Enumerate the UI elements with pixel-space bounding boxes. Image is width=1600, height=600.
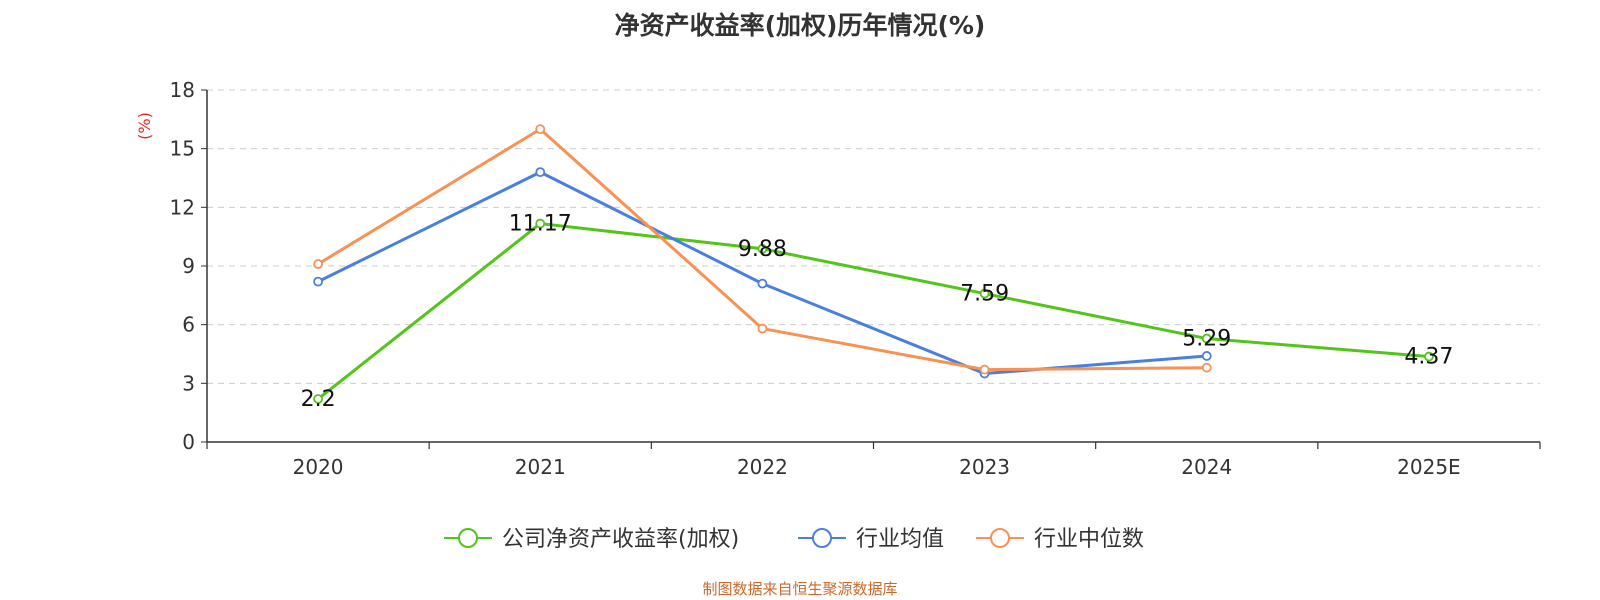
y-tick-label: 15 bbox=[170, 137, 195, 161]
y-tick-label: 12 bbox=[170, 195, 195, 219]
series-lines bbox=[313, 124, 1434, 404]
x-tick-label: 2022 bbox=[737, 455, 788, 479]
data-point bbox=[313, 276, 323, 287]
legend: 公司净资产收益率(加权) 行业均值 行业中位数 bbox=[444, 527, 1144, 552]
gridlines bbox=[207, 89, 1540, 384]
data-point bbox=[757, 243, 768, 254]
data-point bbox=[1424, 351, 1434, 362]
data-point bbox=[757, 323, 768, 334]
data-point bbox=[313, 394, 323, 404]
legend-label: 行业均值 bbox=[856, 527, 944, 552]
data-label: 4.37 bbox=[1404, 345, 1453, 370]
axes: 0 3 6 9 12 15 18 2020 2021 2022 2023 2024 2025E (%) bbox=[135, 78, 1541, 479]
x-tick-label: 2025E bbox=[1397, 455, 1461, 479]
data-point bbox=[1201, 333, 1212, 344]
legend-swatch-marker bbox=[812, 528, 832, 548]
x-tick-label: 2023 bbox=[959, 455, 1010, 479]
data-label: 7.59 bbox=[960, 282, 1009, 307]
chart-title: 净资产收益率(加权)历年情况(%) bbox=[614, 11, 986, 40]
data-label: 9.88 bbox=[738, 237, 787, 262]
legend-item-3: 行业中位数 bbox=[976, 527, 1144, 552]
data-labels: 2.2 11.17 9.88 7.59 5.29 4.37 bbox=[301, 212, 1454, 412]
legend-swatch-marker bbox=[458, 528, 478, 548]
legend-label: 行业中位数 bbox=[1034, 527, 1144, 552]
data-point bbox=[1201, 362, 1212, 373]
data-point bbox=[313, 259, 323, 269]
x-tick-label: 2020 bbox=[293, 455, 344, 479]
x-tick-label: 2024 bbox=[1181, 455, 1232, 479]
x-tick-label: 2021 bbox=[515, 455, 566, 479]
data-label: 2.2 bbox=[301, 387, 336, 412]
series-line-1 bbox=[317, 222, 1430, 401]
data-point bbox=[757, 278, 768, 289]
legend-label: 公司净资产收益率(加权) bbox=[502, 527, 739, 552]
y-tick-label: 9 bbox=[182, 254, 195, 278]
legend-swatch-marker bbox=[990, 528, 1010, 548]
data-point bbox=[1201, 351, 1212, 361]
y-axis-unit-label: (%) bbox=[135, 112, 154, 140]
data-point bbox=[535, 124, 546, 135]
legend-item-2: 行业均值 bbox=[798, 527, 944, 552]
data-point bbox=[979, 288, 990, 299]
data-point bbox=[535, 218, 546, 229]
y-tick-label: 18 bbox=[170, 78, 195, 102]
y-tick-label: 0 bbox=[182, 430, 195, 454]
data-point bbox=[535, 167, 546, 178]
data-point bbox=[979, 364, 990, 375]
series-line-2 bbox=[317, 170, 1207, 376]
y-tick-label: 6 bbox=[182, 313, 195, 337]
data-label: 11.17 bbox=[509, 212, 572, 237]
y-tick-label: 3 bbox=[182, 371, 195, 395]
footer-credit: 制图数据来自恒生聚源数据库 bbox=[702, 580, 898, 598]
data-label: 5.29 bbox=[1182, 327, 1231, 352]
legend-item-1: 公司净资产收益率(加权) bbox=[444, 527, 739, 552]
